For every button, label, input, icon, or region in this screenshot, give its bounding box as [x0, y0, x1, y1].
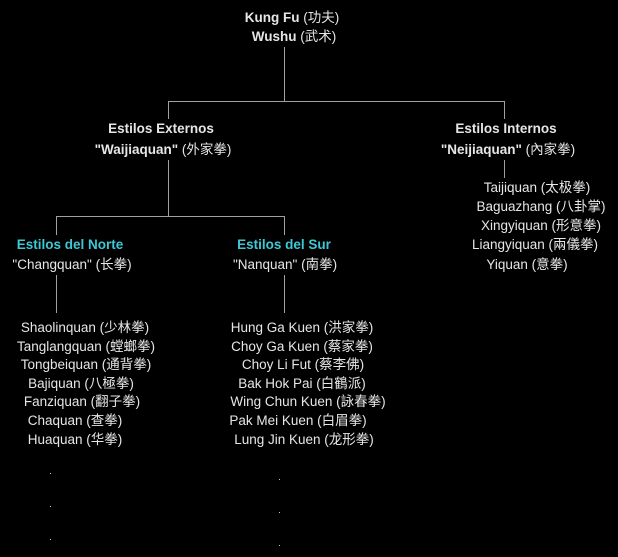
south-title: Estilos del Sur [237, 237, 331, 252]
internal-title: Estilos Internos [455, 121, 557, 136]
external-name: "Waijiaquan" (外家拳) [95, 142, 232, 158]
south-name: "Nanquan" (南拳) [232, 257, 338, 272]
internal-style: Liangyiquan (兩儀拳) [471, 237, 599, 252]
continuation-dot [50, 473, 51, 474]
external-name-latin: "Waijiaquan" [94, 142, 179, 157]
internal-style: Yiquan (意拳) [486, 257, 568, 272]
internal-name-cn: (內家拳) [525, 142, 576, 157]
continuation-dot [279, 545, 280, 546]
root-kungfu: Kung Fu [244, 10, 300, 25]
north-style: Bajiquan (八極拳) [28, 376, 134, 391]
internal-name-latin: "Neijiaquan" [440, 142, 522, 157]
connector-south [284, 216, 285, 235]
north-title: Estilos del Norte [16, 237, 124, 252]
south-style: Pak Mei Kuen (白眉拳) [229, 413, 367, 428]
internal-style: Taijiquan (太极拳) [483, 180, 591, 195]
north-name: "Changquan" (长拳) [12, 257, 132, 272]
root-line1: Kung Fu (功夫) [245, 10, 340, 26]
connector-internal [504, 101, 505, 119]
continuation-dot [50, 539, 51, 540]
south-style: Choy Ga Kuen (蔡家拳) [231, 339, 373, 354]
connector-south-down [284, 275, 285, 313]
north-style: Tongbeiquan (通背拳) [20, 357, 152, 372]
internal-style: Xingyiquan (形意拳) [480, 218, 602, 233]
north-style: Chaquan (查拳) [27, 413, 123, 428]
root-wushu: Wushu [251, 29, 297, 44]
continuation-dot [279, 479, 280, 480]
south-style: Choy Li Fut (蔡李佛) [241, 357, 365, 372]
north-style: Huaquan (华拳) [27, 432, 123, 447]
south-style: Wing Chun Kuen (詠春拳) [230, 394, 386, 409]
north-style: Shaolinquan (少林拳) [20, 320, 150, 335]
connector-external [168, 101, 169, 119]
external-title: Estilos Externos [108, 121, 214, 136]
continuation-dot [279, 512, 280, 513]
connector-level2 [56, 216, 285, 217]
root-line2: Wushu (武术) [252, 29, 337, 45]
external-name-cn: (外家拳) [181, 142, 232, 157]
north-style: Fanziquan (翻子拳) [23, 394, 141, 409]
connector-internal-down [504, 160, 505, 178]
connector-north [56, 216, 57, 235]
connector-root [284, 47, 285, 101]
south-style: Hung Ga Kuen (洪家拳) [230, 320, 374, 335]
south-style: Bak Hok Pai (白鶴派) [238, 376, 366, 391]
continuation-dot [50, 506, 51, 507]
internal-style: Baguazhang (八卦掌) [476, 199, 606, 214]
north-style: Tanglangquan (螳螂拳) [16, 339, 156, 354]
connector-level1 [168, 101, 505, 102]
connector-external-down [168, 160, 169, 216]
connector-north-down [56, 275, 57, 313]
root-wushu-cn: (武术) [300, 29, 337, 44]
south-style: Lung Jin Kuen (龙形拳) [234, 432, 374, 447]
internal-name: "Neijiaquan" (內家拳) [441, 142, 575, 158]
root-kungfu-cn: (功夫) [303, 10, 340, 25]
